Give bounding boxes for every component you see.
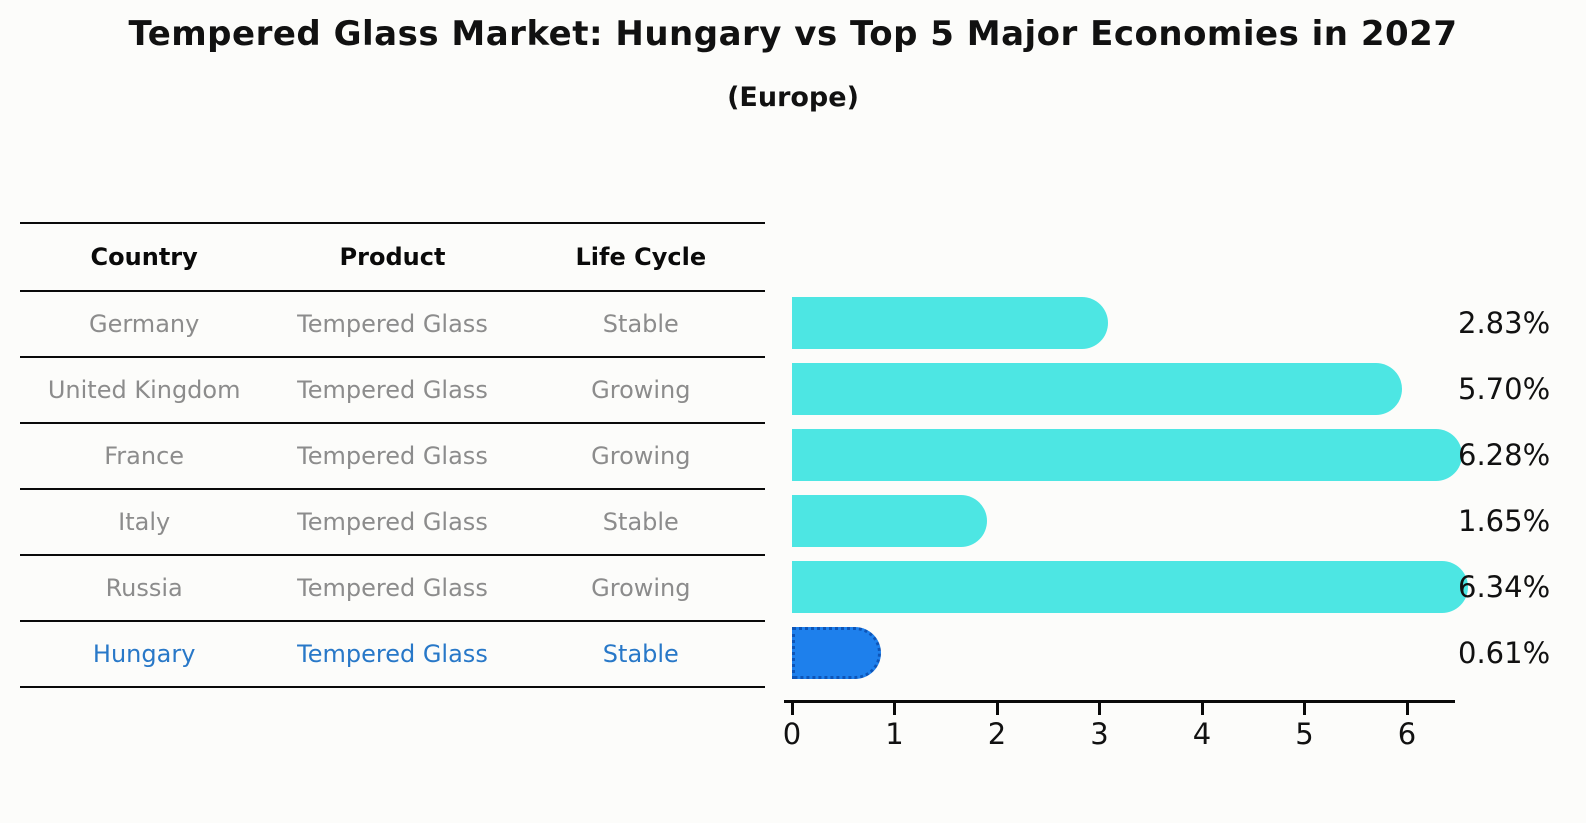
cell-life-cycle: Growing — [591, 442, 691, 470]
x-axis-line — [784, 700, 1455, 703]
x-axis-tick-label-2: 2 — [987, 717, 1007, 751]
table-row-italy: Italy Tempered Glass Stable — [20, 490, 765, 556]
table-row-united-kingdom: United Kingdom Tempered Glass Growing — [20, 358, 765, 424]
x-axis-tick-label-0: 0 — [782, 717, 802, 751]
country-table: Country Product Life Cycle Germany Tempered… — [20, 222, 765, 688]
table-row-hungary: Hungary Tempered Glass Stable — [20, 622, 765, 688]
table-header-row: Country Product Life Cycle — [20, 222, 765, 292]
cell-life-cycle: Stable — [602, 508, 679, 536]
cell-life-cycle: Stable — [602, 310, 679, 338]
x-axis-tick-2 — [995, 703, 999, 715]
cell-product: Tempered Glass — [297, 640, 488, 668]
cell-product: Tempered Glass — [297, 376, 488, 404]
cell-country: Germany — [89, 310, 200, 338]
cell-product: Tempered Glass — [297, 508, 488, 536]
table-body: Germany Tempered Glass Stable United Kingdo… — [20, 292, 765, 688]
table-row-russia: Russia Tempered Glass Growing — [20, 556, 765, 622]
cell-product: Tempered Glass — [297, 442, 488, 470]
cell-country: France — [104, 442, 185, 470]
chart-subtitle: (Europe) — [727, 82, 859, 113]
x-axis-tick-label-6: 6 — [1397, 717, 1417, 751]
cell-product: Tempered Glass — [297, 574, 488, 602]
table-header-product: Product — [339, 243, 446, 271]
value-label-russia: 6.34% — [1458, 570, 1551, 604]
x-axis-tick-label-5: 5 — [1295, 717, 1314, 751]
bar-italy — [792, 495, 988, 547]
cell-country: Hungary — [92, 640, 196, 668]
value-label-hungary: 0.61% — [1458, 636, 1551, 670]
x-axis-tick-3 — [1098, 703, 1101, 715]
bar-hungary — [792, 627, 881, 679]
chart-title: Tempered Glass Market: Hungary vs Top 5 … — [128, 14, 1458, 54]
bar-united-kingdom — [792, 363, 1403, 415]
x-axis-tick-label-3: 3 — [1090, 717, 1109, 751]
x-axis-tick-label-1: 1 — [885, 717, 904, 751]
cell-life-cycle: Growing — [591, 574, 691, 602]
value-label-united-kingdom: 5.70% — [1458, 372, 1551, 406]
cell-life-cycle: Growing — [591, 376, 691, 404]
table-header-life-cycle: Life Cycle — [575, 243, 707, 271]
cell-product: Tempered Glass — [297, 310, 488, 338]
cell-life-cycle: Stable — [602, 640, 679, 668]
x-axis-tick-4 — [1200, 703, 1204, 715]
value-label-italy: 1.65% — [1458, 504, 1551, 538]
bar-france — [792, 429, 1462, 481]
x-axis-tick-6 — [1405, 703, 1409, 715]
x-axis-tick-1 — [893, 703, 896, 715]
table-row-germany: Germany Tempered Glass Stable — [20, 292, 765, 358]
value-label-germany: 2.83% — [1458, 306, 1551, 340]
table-row-france: France Tempered Glass Growing — [20, 424, 765, 490]
bar-russia — [792, 561, 1468, 613]
x-axis-tick-label-4: 4 — [1192, 717, 1212, 751]
cell-country: Russia — [105, 574, 183, 602]
x-axis-tick-5 — [1303, 703, 1306, 715]
bar-germany — [792, 297, 1109, 349]
x-axis-tick-0 — [790, 703, 794, 715]
cell-country: Italy — [118, 508, 171, 536]
cell-country: United Kingdom — [47, 376, 241, 404]
value-label-france: 6.28% — [1458, 438, 1551, 472]
table-header-country: Country — [90, 243, 198, 271]
